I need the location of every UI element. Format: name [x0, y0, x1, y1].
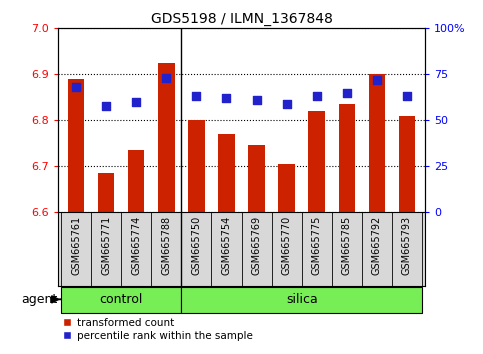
Bar — [61, 287, 181, 313]
Bar — [158, 63, 174, 212]
Point — [403, 93, 411, 99]
Text: GSM665792: GSM665792 — [372, 216, 382, 275]
Bar — [68, 79, 85, 212]
Point — [343, 90, 351, 96]
Point — [102, 103, 110, 108]
Point — [132, 99, 140, 105]
Legend: transformed count, percentile rank within the sample: transformed count, percentile rank withi… — [63, 318, 253, 341]
Bar — [188, 120, 205, 212]
Title: GDS5198 / ILMN_1367848: GDS5198 / ILMN_1367848 — [151, 12, 332, 26]
Point — [283, 101, 290, 107]
Text: silica: silica — [286, 293, 317, 306]
Point — [253, 97, 260, 103]
Text: agent: agent — [21, 293, 57, 306]
Text: GSM665788: GSM665788 — [161, 216, 171, 275]
Bar — [339, 104, 355, 212]
Bar — [128, 150, 144, 212]
Text: GSM665785: GSM665785 — [342, 216, 352, 275]
Point — [162, 75, 170, 81]
Point — [373, 77, 381, 82]
Bar — [398, 116, 415, 212]
Bar — [369, 74, 385, 212]
Bar — [181, 287, 422, 313]
Text: GSM665793: GSM665793 — [402, 216, 412, 275]
Bar — [248, 145, 265, 212]
Bar — [309, 111, 325, 212]
Text: GSM665770: GSM665770 — [282, 216, 292, 275]
Text: GSM665750: GSM665750 — [191, 216, 201, 275]
Text: control: control — [99, 293, 143, 306]
Text: GSM665774: GSM665774 — [131, 216, 141, 275]
Point — [72, 84, 80, 90]
Text: GSM665754: GSM665754 — [222, 216, 231, 275]
Point — [223, 95, 230, 101]
Text: GSM665771: GSM665771 — [101, 216, 111, 275]
Bar — [278, 164, 295, 212]
Bar — [98, 173, 114, 212]
Bar — [218, 134, 235, 212]
Point — [313, 93, 321, 99]
Point — [193, 93, 200, 99]
Text: GSM665775: GSM665775 — [312, 216, 322, 275]
Text: GSM665769: GSM665769 — [252, 216, 261, 275]
Text: GSM665761: GSM665761 — [71, 216, 81, 275]
